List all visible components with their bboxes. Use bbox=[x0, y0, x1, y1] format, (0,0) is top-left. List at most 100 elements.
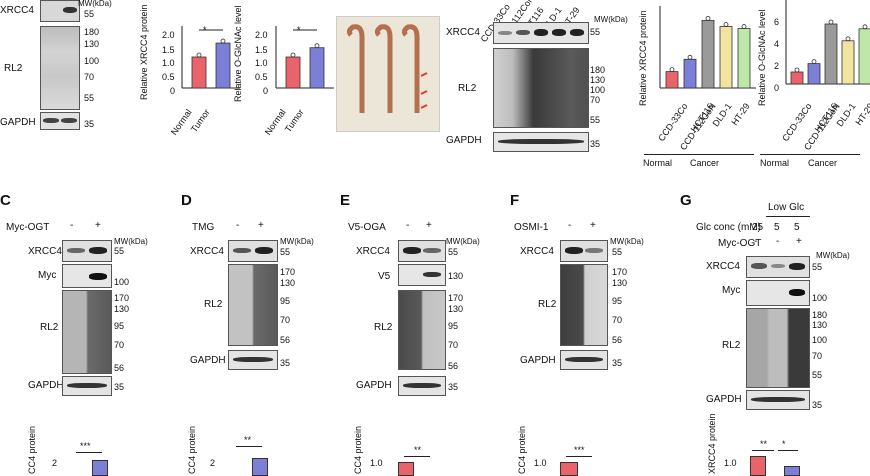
chart-a1-ylabel: Relative XRCC4 protein bbox=[139, 4, 149, 100]
panel-f-gapdh-blot bbox=[560, 350, 608, 370]
panel-b-mw-180: 180 bbox=[590, 65, 606, 75]
bar-HT-29 bbox=[858, 28, 870, 85]
data-point bbox=[687, 54, 693, 60]
panel-a-mw-100: 100 bbox=[84, 56, 100, 66]
panel-a-rl2-label: RL2 bbox=[4, 63, 23, 74]
chart-b2-normal-bracket bbox=[760, 154, 800, 155]
panel-f-mw: 70 bbox=[612, 315, 623, 325]
panel-a-mw-130: 130 bbox=[84, 39, 100, 49]
panel-g-mw: 35 bbox=[812, 400, 823, 410]
chart-b2-plot bbox=[785, 0, 870, 85]
panel-g-xrcc4-label: XRCC4 bbox=[706, 261, 740, 272]
chart-a2-plot bbox=[275, 26, 334, 89]
panel-a-gapdh-blot bbox=[40, 112, 80, 130]
panel-a-rl2-blot bbox=[40, 26, 80, 110]
panel-d-mw: 56 bbox=[280, 335, 291, 345]
panel-c-sig: *** bbox=[80, 441, 91, 451]
chart-a1-tick: 2.0 bbox=[162, 30, 175, 40]
panel-a-mw-55b: 55 bbox=[84, 93, 95, 103]
data-point bbox=[794, 67, 800, 73]
bar-DLD-1 bbox=[841, 40, 855, 85]
chart-b1-cancer-bracket bbox=[684, 154, 754, 155]
panel-g-gapdh-blot bbox=[746, 390, 810, 410]
panel-g-sig: * bbox=[782, 439, 786, 449]
panel-a-xrcc4-blot bbox=[40, 0, 80, 22]
panel-g-mw: 100 bbox=[812, 293, 828, 303]
panel-c-mw: 95 bbox=[114, 321, 125, 331]
colon-tissue-photo bbox=[336, 16, 440, 132]
panel-f-mw: 170 bbox=[612, 267, 628, 277]
chart-b2-tick: 2 bbox=[774, 61, 780, 71]
bar-Tumor bbox=[309, 47, 325, 89]
panel-g-low-bracket bbox=[766, 216, 810, 217]
panel-d-mw: 95 bbox=[280, 296, 291, 306]
bar-Normal bbox=[191, 56, 207, 89]
panel-d-minus: - bbox=[236, 220, 240, 231]
data-point bbox=[290, 52, 296, 58]
bar-CCD-112CoN bbox=[807, 63, 821, 85]
panel-b-gapdh-blot bbox=[493, 132, 589, 152]
chart-a2-tick: 2.0 bbox=[255, 30, 268, 40]
panel-f-tick: 1.0 bbox=[534, 458, 547, 468]
panel-b-xrcc4-label: XRCC4 bbox=[446, 27, 480, 38]
data-point bbox=[845, 36, 851, 42]
panel-c-treatment: Myc-OGT bbox=[6, 222, 50, 233]
panel-b-mw-35: 35 bbox=[590, 139, 601, 149]
panel-g-ylabel: XRCC4 protein bbox=[707, 413, 717, 474]
panel-d-xrcc4-blot bbox=[228, 240, 278, 262]
panel-c-mw: 130 bbox=[114, 304, 130, 314]
panel-g-sig-line bbox=[752, 450, 774, 451]
panel-f-mw: 130 bbox=[612, 278, 628, 288]
panel-a-mw-35: 35 bbox=[84, 119, 95, 129]
bar-Tumor bbox=[215, 42, 231, 89]
panel-c-myc-label: Myc bbox=[38, 270, 57, 281]
panel-a-mw-55: 55 bbox=[84, 9, 95, 19]
panel-b-mw-header: MW(kDa) bbox=[594, 15, 628, 24]
chart-b2-cancer-label: Cancer bbox=[808, 158, 838, 168]
data-point bbox=[741, 24, 747, 29]
panel-c-mw-header: MW(kDa) bbox=[114, 237, 148, 246]
bar-HT-29 bbox=[737, 28, 751, 89]
chart-b1-ylabel: Relative XRCC4 protein bbox=[638, 10, 648, 106]
data-point bbox=[811, 59, 817, 64]
chart-a2-tick: 0.5 bbox=[255, 72, 268, 82]
panel-d-ylabel: CC4 protein bbox=[187, 425, 197, 474]
panel-b-mw-55: 55 bbox=[590, 27, 601, 37]
data-point bbox=[220, 38, 226, 44]
panel-d-mw: 35 bbox=[280, 358, 291, 368]
panel-a-gapdh-label: GAPDH bbox=[0, 117, 36, 128]
panel-g-mw: 70 bbox=[812, 351, 823, 361]
panel-e-rl2-blot bbox=[398, 290, 446, 370]
panel-c-rl2-blot bbox=[62, 290, 112, 374]
panel-f-sig-line bbox=[566, 456, 592, 457]
bar-Normal bbox=[285, 56, 301, 89]
panel-b-mw-100: 100 bbox=[590, 85, 606, 95]
panel-e-sig: ** bbox=[414, 445, 422, 455]
panel-e-sig-line bbox=[404, 456, 430, 457]
panel-c-mw: 100 bbox=[114, 277, 130, 287]
data-point bbox=[196, 52, 202, 58]
chart-a1-tick: 1.5 bbox=[162, 45, 175, 55]
chart-b1-normal-bracket bbox=[644, 154, 684, 155]
panel-e-letter: E bbox=[340, 192, 351, 209]
bar-CCD-112CoN bbox=[683, 58, 697, 89]
panel-e-plus: + bbox=[426, 220, 432, 231]
data-point bbox=[314, 43, 320, 49]
panel-g-myc-value: - bbox=[776, 236, 780, 247]
chart-b1-plot bbox=[659, 6, 756, 89]
panel-g-glc-label: Glc conc (mM) bbox=[696, 222, 761, 233]
panel-e-mw: 95 bbox=[448, 321, 459, 331]
panel-g-myc-blot bbox=[746, 280, 810, 306]
panel-c-mw: 55 bbox=[114, 246, 125, 256]
panel-g-glc-value: 5 bbox=[774, 222, 780, 233]
panel-g-rl2-blot bbox=[746, 308, 810, 388]
panel-g-mw: 55 bbox=[812, 262, 823, 272]
chart-a1-tick: 1.0 bbox=[162, 58, 175, 68]
panel-f-mw: 35 bbox=[612, 358, 623, 368]
panel-f-ylabel: CC4 protein bbox=[517, 425, 527, 474]
panel-d-xrcc4-label: XRCC4 bbox=[190, 246, 224, 257]
panel-f-mw-header: MW(kDa) bbox=[610, 237, 644, 246]
panel-d-mw: 55 bbox=[280, 247, 291, 257]
panel-g-myc-value: - bbox=[754, 236, 758, 247]
chart-b2-normal-label: Normal bbox=[760, 158, 790, 168]
